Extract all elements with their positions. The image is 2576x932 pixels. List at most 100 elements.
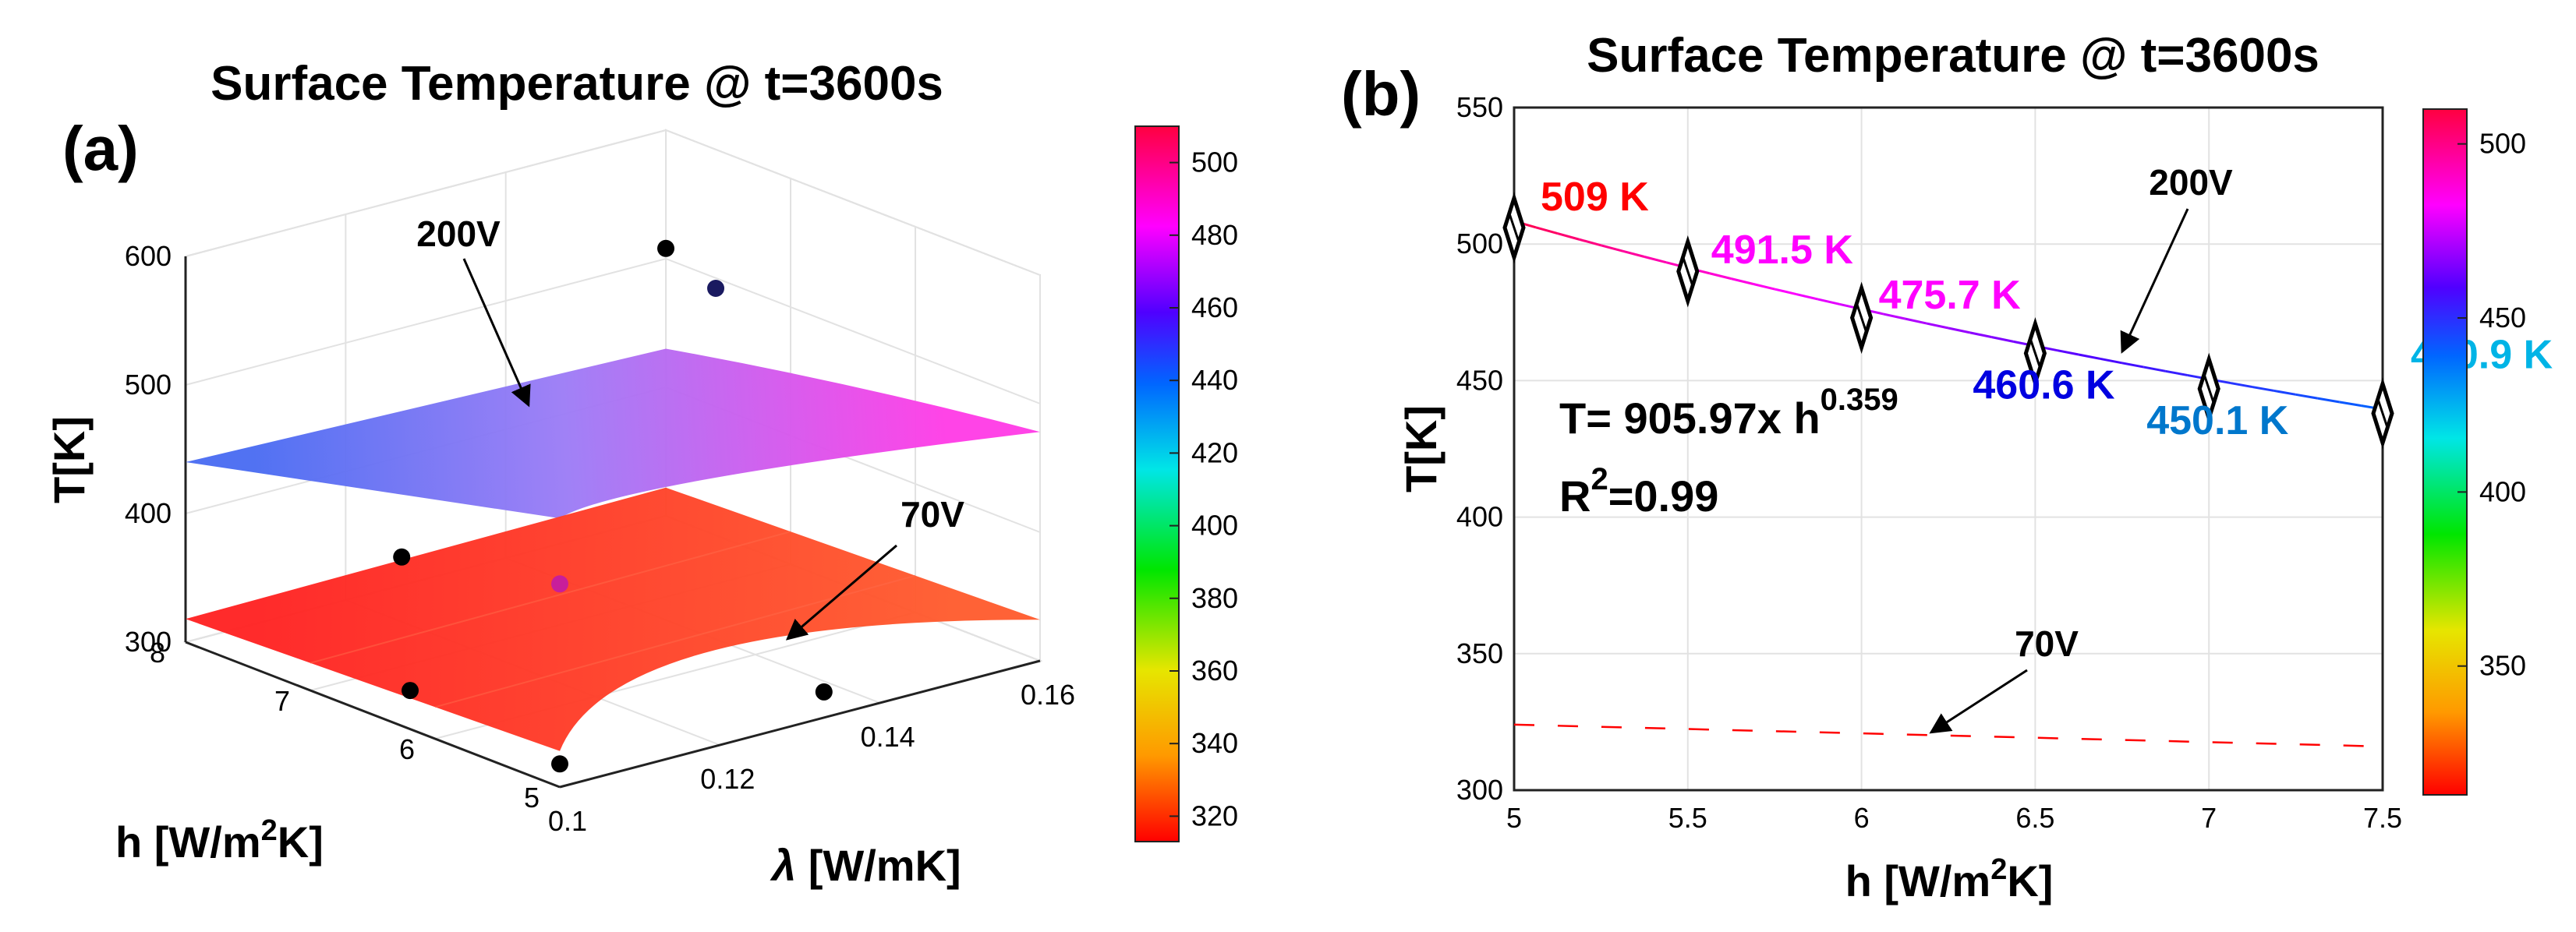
panel-a-title: Surface Temperature @ t=3600s	[211, 57, 943, 111]
panel-b-fit-segment	[2252, 386, 2275, 392]
panel-b-data-label: 460.6 K	[1973, 362, 2115, 408]
panel-a-data-point	[815, 683, 833, 701]
panel-a-annotation-70v: 70V	[901, 494, 964, 535]
panel-b-data-label: 450.1 K	[2146, 398, 2289, 443]
panel-b-data-label: 491.5 K	[1711, 228, 1854, 273]
panel-b-x-axis-label: h [W/m2K]	[1845, 853, 2054, 906]
panel-a-arrow-70v	[785, 544, 897, 641]
panel-a-h-tick-label: 8	[150, 637, 165, 669]
panel-a-tick-labels: 300 400 500 600 5 6 7 8 0.1 0.12 0.14 0.16	[125, 240, 1075, 837]
panel-a-h-tick-label: 7	[274, 685, 290, 717]
panel-b-colorbar-tick-label: 450	[2479, 302, 2526, 334]
panel-b-series-70v	[1513, 723, 2383, 748]
panel-b-y-tick-label: 400	[1456, 501, 1503, 533]
panel-b-fit-segment	[2230, 382, 2253, 389]
panel-b-tick-labels: 5 5.5 6 6.5 7 7.5 300 350 400 450 500 550	[1456, 91, 2402, 834]
panel-b-fit-segment	[1731, 277, 1753, 285]
panel-b-fit-segment	[1601, 244, 1623, 252]
panel-b-y-tick-label: 350	[1456, 637, 1503, 669]
panel-a-lambda-tick-label: 0.1	[548, 805, 587, 837]
panel-a-colorbar-tick-label: 340	[1191, 727, 1238, 759]
panel-b-data-label: 475.7 K	[1879, 273, 2022, 318]
panel-b-colorbar-tick-label: 350	[2479, 650, 2526, 682]
panel-a-data-point	[707, 280, 725, 297]
panel-b-fit-segment	[1948, 327, 1971, 334]
panel-b-arrow-70v	[1929, 669, 2028, 734]
panel-a-h-axis-line	[185, 641, 561, 789]
panel-a-data-point	[551, 575, 568, 593]
panel-a-gridline-t	[185, 129, 1041, 276]
panel-b-fit-segment	[1644, 256, 1667, 264]
panel-b-fit-segment	[1991, 336, 2014, 343]
panel-b-y-tick-label: 450	[1456, 364, 1503, 396]
panel-a-lambda-tick-label: 0.16	[1021, 679, 1075, 711]
panel-b-y-tick-label: 550	[1456, 91, 1503, 123]
panel-b-annotation-70v: 70V	[2015, 623, 2079, 664]
panel-b-marker-errorbar	[1856, 303, 1868, 333]
panel-b-colorbar-tick-label: 500	[2479, 128, 2526, 160]
panel-b-fit-segment	[1622, 249, 1645, 258]
panel-b-70v-dashed-line	[1513, 723, 2383, 748]
panel-b-marker-errorbar	[1508, 213, 1520, 242]
panel-b-fit-segment	[1883, 312, 1905, 320]
panel-b-x-tick-label: 6.5	[2015, 802, 2054, 834]
panel-b: Surface Temperature @ t=3600s (b) 5 5.5 6 6…	[1341, 29, 2553, 906]
panel-a-t-tick-label: 300	[125, 626, 172, 658]
panel-b-fit-segment	[2143, 365, 2166, 372]
panel-a-colorbar-tick-label: 320	[1191, 800, 1238, 831]
panel-a-colorbar-tick-label: 400	[1191, 510, 1238, 542]
panel-a-data-point	[402, 682, 419, 700]
panel-b-y-tick-label: 500	[1456, 228, 1503, 259]
panel-a-colorbar	[1134, 125, 1180, 842]
panel-b-fit-segment	[2165, 369, 2188, 376]
panel-a-t-tick-label: 600	[125, 240, 172, 272]
panel-a-t-tick-label: 500	[125, 369, 172, 401]
panel-b-arrow-200v	[2120, 208, 2189, 354]
panel-a-data-point	[657, 239, 675, 257]
panel-b-marker-errorbar	[2203, 374, 2215, 404]
panel-b-x-tick-label: 5.5	[1668, 802, 1707, 834]
panel-a-t-tick-label: 400	[125, 497, 172, 529]
panel-a-colorbar-tick-label: 440	[1191, 364, 1238, 396]
panel-a-colorbar-tick-label: 480	[1191, 219, 1238, 251]
panel-a-surface-70v	[186, 487, 1041, 751]
panel-b-fit-segment	[1969, 331, 1993, 339]
panel-b-colorbar	[2422, 108, 2468, 796]
panel-b-fit-segment	[1926, 322, 1949, 330]
panel-a-colorbar-ticks: 320 340 360 380 400 420 440 460 480 500	[1169, 147, 1238, 831]
panel-b-colorbar-ticks: 350 400 450 500	[2457, 128, 2526, 682]
panel-b-fit-segment	[2121, 362, 2144, 369]
panel-b-fit-segment	[2100, 357, 2123, 365]
panel-a-colorbar-tick-label: 360	[1191, 655, 1238, 687]
panel-b-r-squared: R2=0.99	[1559, 462, 1718, 521]
panel-a-colorbar-tick-label: 380	[1191, 582, 1238, 614]
panel-b-fit-segment	[1774, 288, 1797, 296]
panel-b-x-tick-label: 7	[2201, 802, 2217, 834]
panel-b-fit-segment	[1817, 298, 1841, 305]
panel-a-data-point	[393, 548, 411, 566]
panel-b-x-tick-label: 6	[1854, 802, 1870, 834]
panel-a-h-axis-label: h [W/m2K]	[115, 814, 324, 867]
panel-a-arrow-200v	[462, 258, 531, 408]
panel-a-h-tick-label: 5	[524, 782, 540, 814]
panel-b-x-tick-label: 7.5	[2363, 802, 2402, 834]
panel-b-data-label: 509 K	[1541, 175, 1649, 220]
panel-b-marker-errorbar	[2029, 338, 2041, 368]
panel-b-fit-segment	[1796, 293, 1819, 301]
panel-a-colorbar-tick-label: 420	[1191, 436, 1238, 468]
panel-a-colorbar-tick-label: 500	[1191, 147, 1238, 178]
panel-b-fit-segment	[1904, 317, 1927, 325]
panel-b-y-axis-label: T[K]	[1396, 405, 1445, 492]
panel-a-surface-200v	[186, 348, 1041, 519]
panel-a-t-axis-label: T[K]	[44, 416, 94, 503]
panel-a-surface-mesh-line	[310, 531, 791, 664]
panel-b-title: Surface Temperature @ t=3600s	[1587, 29, 2319, 83]
panel-b-marker-errorbar	[2376, 398, 2389, 428]
panel-b-x-tick-label: 5	[1506, 802, 1522, 834]
panel-a-lambda-tick-label: 0.14	[861, 721, 915, 753]
panel-b-y-tick-label: 300	[1456, 774, 1503, 806]
panel-b-fit-segment	[2273, 389, 2296, 396]
panel-b-colorbar-tick-label: 400	[2479, 475, 2526, 507]
panel-b-fit-segment	[2056, 349, 2079, 356]
